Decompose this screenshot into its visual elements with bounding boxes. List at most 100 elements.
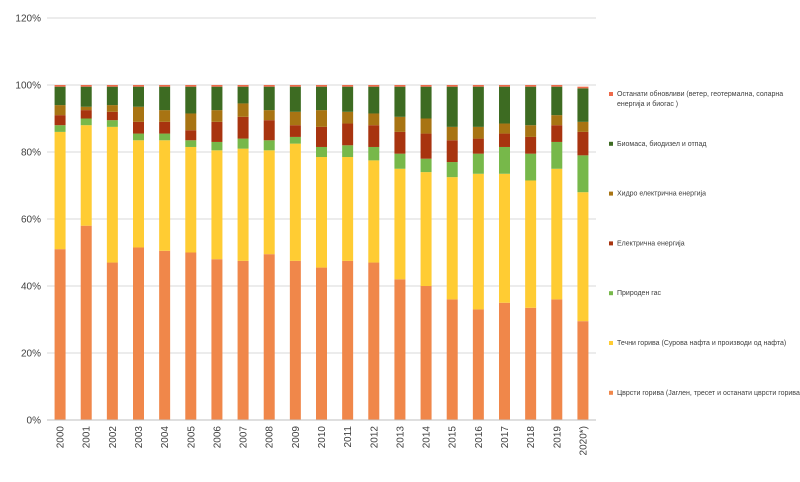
bar-stack-2007	[237, 85, 249, 420]
bar-segment	[159, 133, 171, 141]
x-tick-label: 2005	[186, 426, 197, 449]
bar-segment	[263, 85, 275, 87]
bar-stack-2000	[54, 85, 66, 420]
x-tick-label: 2020*)	[578, 426, 589, 455]
bar-segment	[133, 106, 144, 122]
bar-stack-2014	[420, 85, 432, 420]
x-tick-label: 2010	[317, 426, 328, 449]
legend-swatch	[609, 241, 613, 246]
bar-stack-2008	[263, 85, 275, 420]
bar-segment	[394, 85, 406, 87]
bar-segment	[106, 120, 118, 127]
bar-segment	[54, 85, 66, 87]
bar-segment	[237, 148, 249, 261]
legend-label: енергија и биогас )	[617, 100, 678, 108]
bar-segment	[446, 85, 458, 87]
bar-segment	[316, 85, 327, 87]
bar-segment	[211, 150, 223, 260]
bar-segment	[185, 130, 197, 141]
bar-stack-2006	[211, 85, 223, 420]
bar-segment	[106, 111, 118, 121]
legend-item: Хидро електрична енергија	[609, 191, 706, 198]
legend-label: Електрична енергија	[617, 240, 685, 247]
bar-segment	[499, 123, 510, 134]
x-tick-label: 2003	[134, 426, 145, 449]
legend-label: Природен гас	[617, 290, 662, 297]
legend-label: Останати обновливи (ветер, геотермална, …	[617, 90, 783, 98]
bar-stack-2004	[159, 85, 171, 420]
legend-item: Цврсти горива (Јаглен, тресет и останати…	[609, 390, 800, 397]
bar-segment	[420, 172, 432, 286]
bar-segment	[368, 85, 380, 87]
bar-segment	[80, 125, 92, 226]
bar-segment	[185, 85, 197, 87]
bar-segment	[133, 86, 144, 107]
bar-segment	[420, 85, 432, 87]
bar-segment	[577, 86, 589, 89]
bar-segment	[211, 86, 223, 111]
bar-segment	[342, 157, 354, 261]
x-tick-label: 2016	[474, 426, 485, 449]
bar-segment	[551, 115, 563, 126]
bar-segment	[106, 105, 118, 112]
bar-segment	[159, 250, 171, 420]
bar-segment	[211, 110, 223, 122]
bar-stack-2017	[499, 85, 510, 420]
bar-segment	[316, 267, 327, 420]
bar-segment	[525, 125, 537, 137]
bar-segment	[420, 286, 432, 420]
y-tick-label: 80%	[21, 148, 41, 159]
bar-segment	[472, 173, 484, 310]
bar-segment	[80, 106, 92, 111]
bar-segment	[263, 86, 275, 111]
bar-segment	[185, 86, 197, 114]
bar-segment	[551, 141, 563, 169]
bar-segment	[54, 249, 66, 420]
bar-segment	[420, 158, 432, 173]
bar-segment	[54, 125, 66, 132]
bar-segment	[211, 85, 223, 87]
x-tick-label: 2004	[160, 426, 171, 449]
legend-swatch	[609, 141, 613, 146]
bar-segment	[394, 153, 406, 169]
bar-segment	[133, 133, 144, 141]
x-tick-label: 2015	[448, 426, 459, 449]
legend-swatch	[609, 390, 613, 395]
bar-segment	[342, 145, 354, 158]
x-tick-label: 2018	[526, 426, 537, 449]
bar-segment	[472, 85, 484, 87]
x-tick-label: 2017	[500, 426, 511, 449]
bar-stack-2015	[446, 85, 458, 420]
bar-segment	[368, 113, 380, 126]
bar-segment	[472, 126, 484, 139]
bar-segment	[106, 262, 118, 420]
legend-label: Течни горива (Сурова нафта и производи о…	[617, 340, 786, 347]
legend-label: Биомаса, биодизел и отпад	[617, 140, 706, 148]
bar-segment	[211, 141, 223, 151]
bar-segment	[577, 88, 589, 122]
x-tick-label: 2009	[291, 426, 302, 449]
bar-segment	[420, 133, 432, 159]
bar-segment	[446, 140, 458, 163]
bar-segment	[237, 103, 249, 117]
bar-segment	[577, 192, 589, 322]
bar-segment	[446, 126, 458, 141]
bar-segment	[368, 160, 380, 263]
bar-segment	[342, 86, 354, 112]
bar-segment	[499, 173, 510, 303]
bar-segment	[54, 105, 66, 116]
bar-segment	[80, 118, 92, 126]
bar-segment	[185, 140, 197, 147]
bar-segment	[472, 153, 484, 174]
bar-segment	[316, 157, 327, 268]
bar-segment	[394, 86, 406, 117]
bar-segment	[394, 168, 406, 280]
bar-stack-2009	[289, 85, 301, 420]
y-axis: 0% 20% 40% 60% 80% 100% 120%	[15, 14, 41, 427]
bar-segment	[368, 146, 380, 161]
bar-segment	[211, 121, 223, 142]
bar-segment	[551, 299, 563, 420]
legend-item: Биомаса, биодизел и отпад	[609, 140, 706, 148]
bar-segment	[133, 140, 144, 248]
